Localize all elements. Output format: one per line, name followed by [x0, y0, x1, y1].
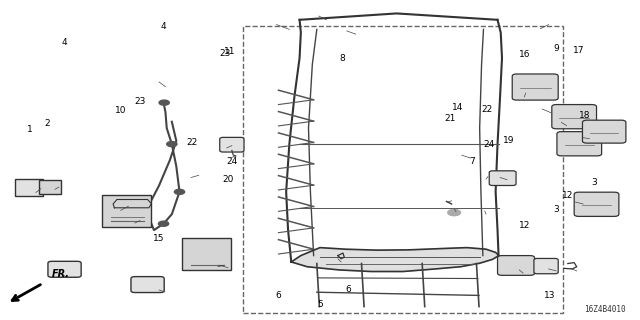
Text: 8: 8 [339, 53, 345, 62]
FancyBboxPatch shape [102, 196, 151, 227]
Text: 24: 24 [227, 157, 237, 166]
Text: 16Z4B4010: 16Z4B4010 [584, 305, 625, 314]
Text: 12: 12 [562, 190, 573, 200]
FancyBboxPatch shape [574, 192, 619, 216]
Circle shape [448, 209, 461, 216]
Text: 10: 10 [115, 106, 127, 115]
Text: 3: 3 [554, 205, 559, 214]
Text: 4: 4 [161, 22, 166, 31]
Text: 7: 7 [469, 157, 475, 166]
Text: 24: 24 [484, 140, 495, 149]
FancyBboxPatch shape [582, 120, 626, 143]
Text: 4: 4 [61, 38, 67, 47]
FancyBboxPatch shape [131, 276, 164, 292]
Text: 23: 23 [220, 49, 231, 58]
Text: 20: 20 [222, 175, 234, 184]
Text: 2: 2 [44, 119, 49, 128]
Text: 6: 6 [276, 291, 282, 300]
FancyBboxPatch shape [48, 261, 81, 277]
FancyBboxPatch shape [512, 74, 558, 100]
Text: 21: 21 [444, 114, 455, 123]
Polygon shape [291, 248, 499, 271]
Circle shape [167, 141, 177, 147]
Text: 18: 18 [579, 111, 591, 120]
FancyBboxPatch shape [557, 132, 602, 156]
Text: 1: 1 [26, 125, 32, 134]
Text: 17: 17 [573, 45, 584, 55]
Text: 15: 15 [154, 234, 165, 243]
FancyBboxPatch shape [534, 259, 558, 274]
Text: 14: 14 [452, 103, 463, 112]
Text: 3: 3 [592, 178, 598, 187]
Text: 22: 22 [482, 105, 493, 114]
Text: 12: 12 [518, 221, 530, 230]
Text: 22: 22 [187, 138, 198, 147]
Text: 16: 16 [518, 50, 530, 59]
Text: 19: 19 [502, 136, 514, 145]
FancyBboxPatch shape [497, 256, 534, 275]
Text: 13: 13 [544, 291, 556, 300]
Text: 5: 5 [317, 300, 323, 309]
Text: FR.: FR. [52, 269, 70, 279]
Circle shape [159, 221, 169, 226]
Text: 6: 6 [346, 284, 351, 293]
FancyBboxPatch shape [489, 171, 516, 186]
Polygon shape [113, 199, 152, 208]
Circle shape [174, 189, 184, 195]
Text: 11: 11 [223, 47, 235, 56]
FancyBboxPatch shape [15, 179, 43, 196]
FancyBboxPatch shape [39, 180, 61, 195]
Circle shape [159, 100, 170, 105]
FancyBboxPatch shape [552, 105, 596, 129]
FancyBboxPatch shape [182, 238, 230, 270]
FancyBboxPatch shape [220, 137, 244, 152]
Text: 9: 9 [554, 44, 559, 53]
Text: 23: 23 [134, 97, 145, 106]
